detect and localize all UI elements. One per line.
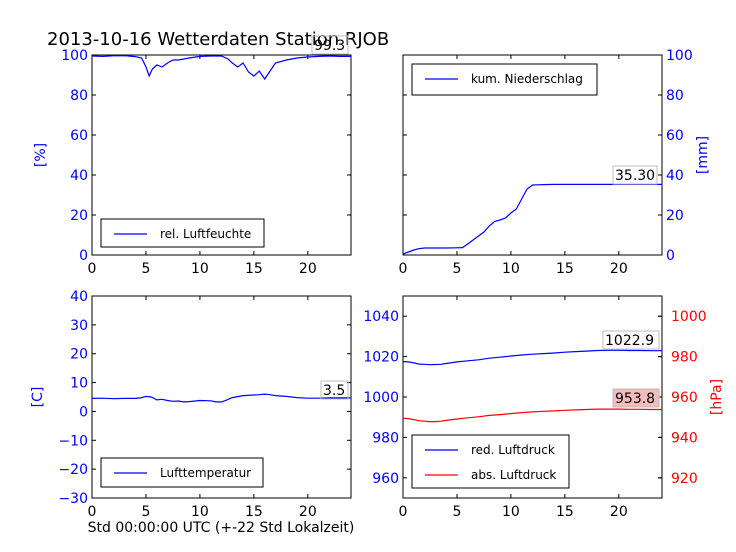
- y-tick-label: 100: [666, 48, 693, 64]
- y-tick-label: 1040: [363, 309, 399, 325]
- x-tick-label: 0: [88, 504, 97, 520]
- y-tick-label: 20: [666, 208, 684, 224]
- y-tick-label: 40: [666, 168, 684, 184]
- precipitation-series-line-0: [403, 183, 662, 255]
- y2-tick-label: 940: [671, 430, 698, 446]
- precipitation-panel: 0 5 10 15 20 0 20 40 60 80 100 [mm] 35.30 kum. Nieder…: [399, 48, 711, 277]
- humidity-last-value: 99.3: [314, 38, 345, 54]
- x-tick-label: 15: [245, 504, 263, 520]
- precipitation-ylabel: [mm]: [695, 136, 711, 174]
- pressure-value-box: [602, 330, 660, 350]
- x-tick-label: 20: [610, 261, 628, 277]
- legend-label: red. Luftdruck: [471, 443, 555, 457]
- figure-xlabel: Std 00:00:00 UTC (+-22 Std Lokalzeit): [88, 520, 355, 536]
- y-tick-label: 960: [372, 471, 399, 487]
- humidity-legend: [100, 218, 265, 248]
- x-tick-label: 0: [399, 261, 408, 277]
- humidity-value-box: [311, 35, 349, 55]
- pressure-value-box: [612, 388, 660, 408]
- x-tick-label: 20: [299, 261, 317, 277]
- x-tick-label: 0: [88, 261, 97, 277]
- y2-tick-label: 960: [671, 390, 698, 406]
- y-tick-label: 0: [666, 248, 675, 264]
- x-tick-label: 20: [299, 504, 317, 520]
- legend-label: rel. Luftfeuchte: [160, 227, 251, 241]
- x-tick-label: 5: [452, 261, 461, 277]
- y-tick-label: 40: [70, 289, 88, 305]
- precipitation-last-value: 35.30: [615, 168, 655, 184]
- humidity-frame: [91, 54, 352, 256]
- x-tick-label: 20: [610, 504, 628, 520]
- pressure-y2label: [hPa]: [709, 379, 725, 415]
- y-tick-label: −20: [58, 462, 88, 478]
- y2-tick-label: 980: [671, 350, 698, 366]
- y-tick-label: 980: [372, 430, 399, 446]
- y-tick-label: 0: [79, 248, 88, 264]
- figure-title: 2013-10-16 Wetterdaten Station RJOB: [47, 29, 389, 50]
- temperature-panel: 0 5 10 15 20 −30 −20 −10 0 10 20 30 40 [C] 3.5 Lufttemp…: [30, 289, 352, 520]
- y-tick-label: 0: [79, 404, 88, 420]
- x-tick-label: 5: [452, 504, 461, 520]
- y-tick-label: 40: [70, 168, 88, 184]
- legend-label: Lufttemperatur: [160, 466, 251, 480]
- x-tick-label: 10: [502, 261, 520, 277]
- pressure-last-value: 953.8: [615, 391, 655, 407]
- x-tick-label: 10: [191, 261, 209, 277]
- y-tick-label: −10: [58, 433, 88, 449]
- pressure-series-line-1: [403, 408, 662, 423]
- y-tick-label: 80: [666, 88, 684, 104]
- y-tick-label: 30: [70, 318, 88, 334]
- y-tick-label: −30: [58, 491, 88, 507]
- y-tick-label: 10: [70, 376, 88, 392]
- y-tick-label: 60: [70, 128, 88, 144]
- temperature-frame: [91, 295, 352, 499]
- pressure-panel: 0 5 10 15 20 960 980 1000 1020 1040 920 940 960 980 10…: [363, 295, 725, 520]
- y2-tick-label: 1000: [671, 309, 707, 325]
- x-tick-label: 10: [191, 504, 209, 520]
- temperature-ylabel: [C]: [30, 387, 46, 408]
- x-tick-label: 15: [556, 261, 574, 277]
- y-tick-label: 20: [70, 208, 88, 224]
- humidity-ylabel: [%]: [33, 143, 49, 167]
- y2-tick-label: 920: [671, 471, 698, 487]
- pressure-series-line-0: [403, 349, 662, 366]
- y-tick-label: 1020: [363, 350, 399, 366]
- humidity-series-line-0: [92, 55, 351, 81]
- pressure-last-value: 1022.9: [605, 333, 654, 349]
- y-tick-label: 20: [70, 347, 88, 363]
- x-tick-label: 5: [141, 261, 150, 277]
- x-tick-label: 10: [502, 504, 520, 520]
- temperature-series-line-0: [92, 393, 351, 403]
- legend-label: kum. Niederschlag: [471, 72, 583, 86]
- x-tick-label: 15: [245, 261, 263, 277]
- humidity-panel: 0 5 10 15 20 0 20 40 60 80 100 [%] 99.3 rel. Luftfeuc…: [33, 35, 352, 277]
- temperature-value-box: [320, 380, 349, 400]
- temperature-last-value: 3.5: [323, 383, 345, 399]
- x-tick-label: 5: [141, 504, 150, 520]
- precipitation-frame: [402, 54, 663, 256]
- y-tick-label: 80: [70, 88, 88, 104]
- y-tick-label: 1000: [363, 390, 399, 406]
- y-tick-label: 60: [666, 128, 684, 144]
- x-tick-label: 0: [399, 504, 408, 520]
- legend-label: abs. Luftdruck: [471, 468, 556, 482]
- y-tick-label: 100: [61, 48, 88, 64]
- pressure-legend: [411, 434, 570, 489]
- x-tick-label: 15: [556, 504, 574, 520]
- precipitation-value-box: [612, 165, 658, 185]
